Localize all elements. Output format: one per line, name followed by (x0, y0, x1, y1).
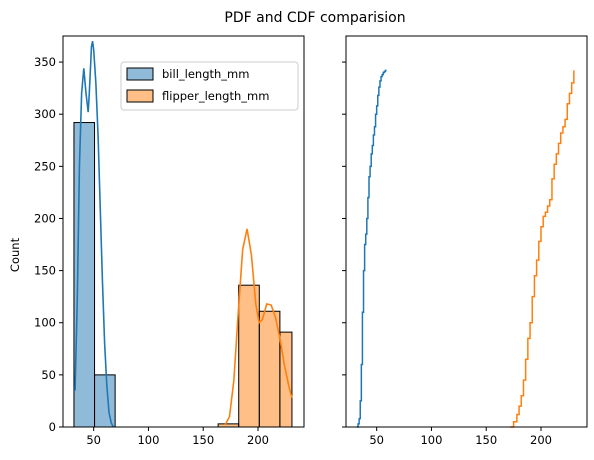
figure-title: PDF and CDF comparision (224, 10, 405, 26)
hist-bar-flipper-length (258, 310, 281, 428)
x-tick-label-pdf: 100 (137, 433, 159, 447)
cdf-plot: 50 100 150 200 (342, 35, 588, 447)
legend-swatch-bill-length (126, 67, 154, 81)
y-tick-label: 150 (34, 264, 56, 278)
hist-bar-bill-length (94, 374, 116, 428)
y-tick-label: 350 (34, 55, 56, 69)
y-tick-label: 200 (34, 211, 56, 225)
legend: bill_length_mm flipper_length_mm (120, 61, 299, 111)
x-tick-label-pdf: 50 (86, 433, 101, 447)
y-tick-label: 300 (34, 107, 56, 121)
y-axis-label: Count (8, 237, 22, 272)
cdf-line-flipper-length (510, 70, 575, 428)
legend-frame (120, 61, 299, 111)
kde-line-bill-length (74, 41, 115, 428)
x-tick-label-cdf: 100 (420, 433, 442, 447)
y-tick-label: 50 (41, 368, 56, 382)
axes-frame-cdf (345, 35, 588, 428)
pdf-plot: 50 100 150 200 0 50 100 150 200 250 300 350 (34, 35, 305, 447)
legend-swatch-flipper-length (126, 89, 154, 103)
y-tick-label: 250 (34, 159, 56, 173)
y-tick-label: 0 (49, 420, 56, 434)
cdf-line-bill-length (356, 69, 387, 428)
x-tick-label-pdf: 200 (247, 433, 269, 447)
x-tick-label-cdf: 150 (475, 433, 497, 447)
y-tick-label: 100 (34, 316, 56, 330)
x-tick-label-pdf: 150 (192, 433, 214, 447)
x-tick-label-cdf: 200 (530, 433, 552, 447)
legend-label-flipper-length: flipper_length_mm (162, 89, 269, 103)
legend-label-bill-length: bill_length_mm (162, 67, 249, 81)
x-tick-label-cdf: 50 (369, 433, 384, 447)
kde-line-flipper-length (224, 228, 293, 426)
axes-frame-pdf (62, 35, 305, 428)
